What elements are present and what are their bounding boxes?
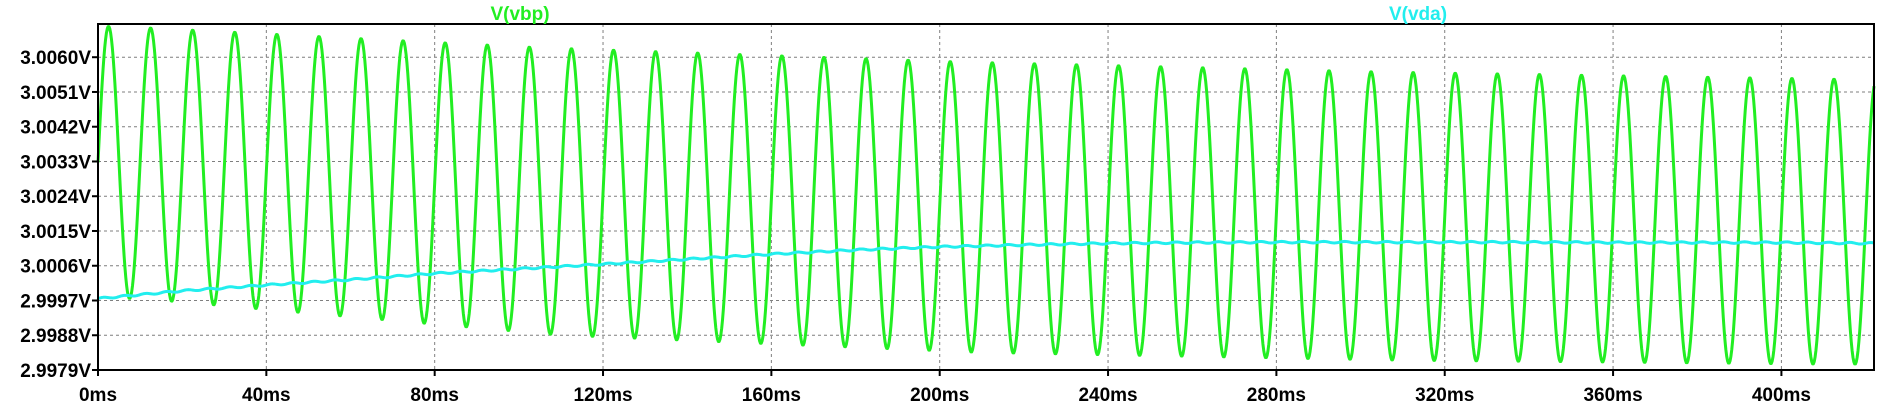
y-tick-label: 3.0051V bbox=[20, 83, 91, 104]
y-tick-label: 2.9979V bbox=[20, 361, 91, 382]
y-tick-label: 3.0060V bbox=[20, 48, 91, 69]
series-layer bbox=[96, 25, 1876, 366]
legend-entry[interactable]: V(vbp) bbox=[490, 4, 549, 25]
x-tick-label: 320ms bbox=[1415, 385, 1474, 406]
series-v-vbp bbox=[96, 25, 1876, 366]
x-tick-label: 360ms bbox=[1583, 385, 1642, 406]
x-tick-label: 40ms bbox=[242, 385, 291, 406]
legend-entry[interactable]: V(vda) bbox=[1389, 4, 1447, 25]
x-tick-label: 200ms bbox=[910, 385, 969, 406]
y-tick-label: 3.0015V bbox=[20, 222, 91, 243]
x-tick-label: 120ms bbox=[573, 385, 632, 406]
x-tick-label: 80ms bbox=[410, 385, 459, 406]
y-tick-label: 3.0042V bbox=[20, 118, 91, 139]
x-tick-label: 240ms bbox=[1078, 385, 1137, 406]
series-v-vda bbox=[97, 239, 1875, 300]
y-tick-label: 2.9988V bbox=[20, 326, 91, 347]
grid-lines bbox=[98, 24, 1874, 370]
series-line bbox=[97, 239, 1875, 300]
y-tick-label: 2.9997V bbox=[20, 291, 91, 312]
x-tick-label: 160ms bbox=[742, 385, 801, 406]
legend: V(vbp) V(vda) bbox=[490, 4, 1447, 25]
y-tick-label: 3.0024V bbox=[20, 187, 91, 208]
y-tick-label: 3.0006V bbox=[20, 257, 91, 278]
x-axis: 0ms 40ms 80ms 120ms 160ms 200ms 240ms 280ms 320m… bbox=[79, 370, 1811, 406]
x-tick-label: 280ms bbox=[1247, 385, 1306, 406]
y-tick-label: 3.0033V bbox=[20, 152, 91, 173]
x-tick-label: 0ms bbox=[79, 385, 117, 406]
x-tick-label: 400ms bbox=[1752, 385, 1811, 406]
y-axis: 2.9979V 2.9988V 2.9997V 3.0006V 3.0015V 3.002… bbox=[20, 48, 98, 382]
series-line bbox=[96, 25, 1876, 366]
